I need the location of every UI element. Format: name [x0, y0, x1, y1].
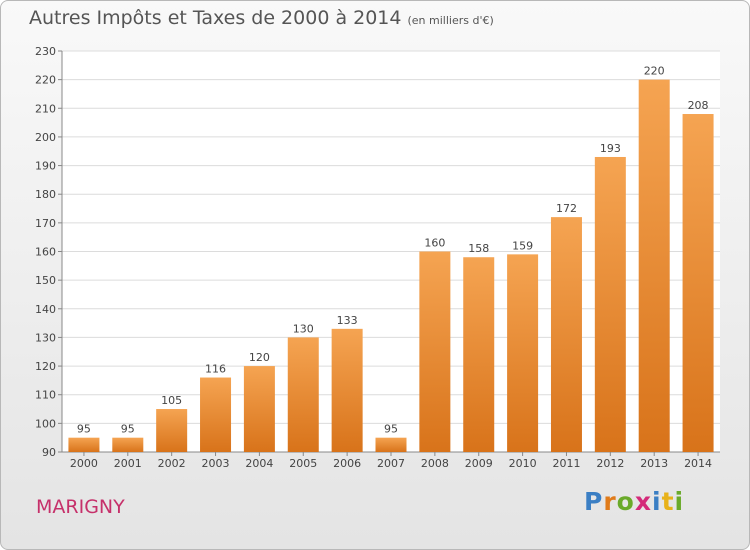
bar — [638, 79, 670, 453]
data-label: 95 — [77, 423, 91, 436]
bar — [594, 156, 626, 452]
x-tick-label: 2014 — [684, 457, 712, 470]
x-tick-label: 2012 — [596, 457, 624, 470]
bar — [68, 437, 100, 452]
bar — [550, 217, 582, 452]
y-tick-label: 140 — [35, 303, 56, 316]
logo-letter: r — [603, 487, 617, 516]
y-tick-label: 200 — [35, 131, 56, 144]
y-tick-label: 170 — [35, 217, 56, 230]
data-label: 172 — [556, 202, 577, 215]
bar — [112, 437, 144, 452]
x-tick-label: 2000 — [70, 457, 98, 470]
y-tick-label: 180 — [35, 188, 56, 201]
x-tick-label: 2009 — [465, 457, 493, 470]
bar — [243, 366, 275, 452]
y-tick-label: 130 — [35, 331, 56, 344]
x-tick-label: 2005 — [289, 457, 317, 470]
bar — [331, 328, 363, 452]
x-tick-label: 2011 — [552, 457, 580, 470]
x-tick-label: 2006 — [333, 457, 361, 470]
chart-title: Autres Impôts et Taxes de 2000 à 2014 (en… — [29, 7, 494, 29]
x-tick-label: 2013 — [640, 457, 668, 470]
x-tick-label: 2001 — [114, 457, 142, 470]
bar — [507, 254, 539, 452]
y-tick-label: 150 — [35, 274, 56, 287]
data-label: 158 — [468, 242, 489, 255]
bar — [375, 437, 407, 452]
y-tick-label: 220 — [35, 74, 56, 87]
data-label: 120 — [249, 351, 270, 364]
logo-letter: P — [584, 487, 604, 516]
x-tick-label: 2010 — [509, 457, 537, 470]
logo-letter: i — [652, 487, 662, 516]
logo-letter: x — [634, 487, 652, 516]
data-label: 193 — [600, 142, 621, 155]
y-tick-label: 110 — [35, 389, 56, 402]
x-tick-label: 2003 — [202, 457, 230, 470]
chart-title-text: Autres Impôts et Taxes de 2000 à 2014 — [29, 7, 402, 29]
chart-unit-label: (en milliers d'€) — [407, 14, 494, 27]
x-tick-label: 2002 — [158, 457, 186, 470]
data-label: 130 — [293, 322, 314, 335]
bar — [200, 377, 232, 452]
y-tick-label: 100 — [35, 417, 56, 430]
commune-name: MARIGNY — [36, 496, 125, 518]
y-tick-label: 90 — [42, 446, 56, 459]
data-label: 220 — [644, 65, 665, 78]
data-label: 95 — [121, 423, 135, 436]
logo-letter: i — [674, 487, 685, 516]
data-label: 159 — [512, 239, 533, 252]
data-label: 95 — [384, 423, 398, 436]
data-label: 133 — [337, 314, 358, 327]
data-label: 160 — [424, 237, 445, 250]
y-tick-label: 230 — [35, 45, 56, 58]
logo-letter: o — [616, 487, 635, 516]
bar — [156, 409, 188, 452]
bar — [682, 114, 714, 452]
y-tick-label: 210 — [35, 102, 56, 115]
y-tick-label: 120 — [35, 360, 56, 373]
proxiti-logo: Proxiti — [584, 487, 684, 516]
y-tick-label: 190 — [35, 160, 56, 173]
data-label: 208 — [688, 99, 709, 112]
x-tick-label: 2008 — [421, 457, 449, 470]
bar — [419, 251, 451, 452]
logo-letter: t — [661, 487, 675, 516]
bar — [287, 337, 319, 452]
y-tick-label: 160 — [35, 246, 56, 259]
bar — [463, 257, 495, 452]
data-label: 116 — [205, 363, 226, 376]
x-tick-label: 2004 — [245, 457, 273, 470]
data-label: 105 — [161, 394, 182, 407]
x-tick-label: 2007 — [377, 457, 405, 470]
